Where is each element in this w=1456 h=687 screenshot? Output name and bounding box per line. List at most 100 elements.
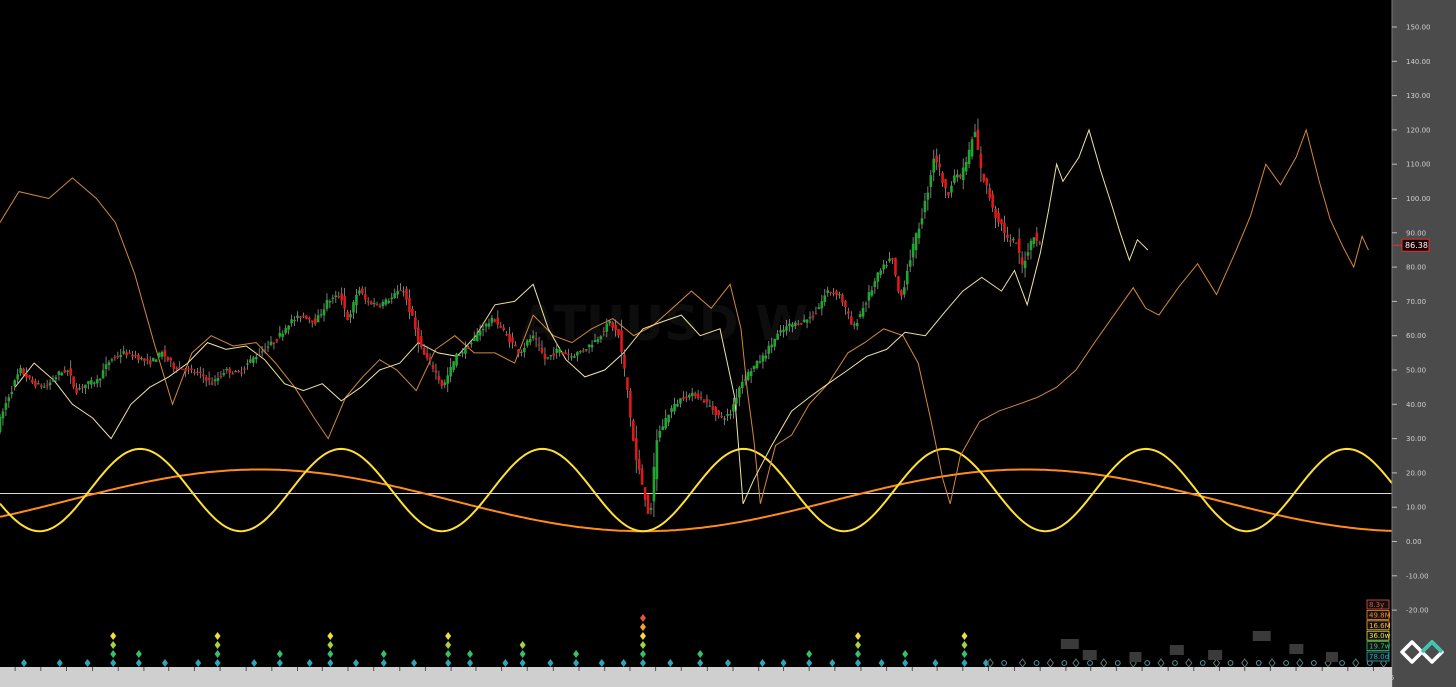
candle-body <box>90 380 93 385</box>
y-tick-label: -10.00 <box>1406 572 1429 580</box>
projection-circle <box>1339 660 1345 666</box>
candle-body <box>252 357 255 363</box>
candle-body <box>785 326 788 331</box>
trough-diamond <box>110 659 117 667</box>
projection-circle <box>1227 660 1234 666</box>
candle-body <box>319 314 323 316</box>
candle-body <box>832 292 835 294</box>
candle-body <box>48 382 52 386</box>
candle-body <box>555 348 559 353</box>
candle-body <box>393 293 397 299</box>
x-tick-label: Mar <box>1248 674 1261 682</box>
candle-body <box>528 339 532 343</box>
candle-body <box>134 355 137 357</box>
trough-diamond <box>327 632 334 640</box>
cycle-curve-1 <box>0 447 1393 533</box>
candle-body <box>384 299 388 305</box>
candle-body <box>57 371 61 375</box>
x-tick-label: Jul <box>837 674 847 682</box>
candle-body <box>440 380 444 387</box>
x-tick-label: Jul <box>68 674 78 682</box>
candle-body <box>166 356 170 361</box>
current-price-value: 86.38 <box>1405 241 1428 250</box>
projection-circle <box>1087 660 1093 666</box>
candle-body <box>608 320 612 324</box>
candle-body <box>802 319 806 322</box>
candle-body <box>988 188 992 198</box>
x-axis-panel[interactable] <box>0 667 1392 687</box>
candle-body <box>113 356 117 359</box>
candle-body <box>708 405 712 407</box>
candle-body <box>770 344 774 348</box>
candle-body <box>419 336 423 348</box>
candle-body <box>148 360 152 365</box>
candle-body <box>340 293 343 301</box>
candle-body <box>60 372 64 376</box>
candle-body <box>534 338 538 340</box>
candle-body <box>16 374 19 380</box>
candle-body <box>799 323 803 325</box>
trough-diamond <box>667 659 674 667</box>
candle-body <box>414 317 417 329</box>
x-tick-label: Jul <box>990 674 1000 682</box>
candle-body <box>254 356 258 360</box>
trough-diamond <box>84 659 91 667</box>
trough-diamond <box>724 659 731 667</box>
candle-body <box>490 317 494 323</box>
candle-body <box>78 388 81 390</box>
trough-diamond <box>327 641 334 649</box>
candle-body <box>193 371 196 374</box>
candle-body <box>796 323 800 326</box>
legend-swatch <box>1366 610 1390 620</box>
candle-body <box>75 387 78 394</box>
trough-diamond <box>780 659 787 667</box>
candle-body <box>281 333 285 337</box>
trough-diamond <box>639 632 646 640</box>
candle-body <box>269 341 273 345</box>
trough-diamond <box>445 650 452 658</box>
candle-body <box>87 381 90 384</box>
candle-body <box>0 416 2 433</box>
y-tick-label: 100.00 <box>1406 195 1431 203</box>
candle-body <box>154 359 158 362</box>
candle-body <box>499 325 503 328</box>
trough-diamond <box>445 641 452 649</box>
candle-body <box>508 333 511 343</box>
trough-markers <box>20 614 989 667</box>
candle-body <box>140 358 143 360</box>
candle-body <box>22 368 25 375</box>
candle-body <box>876 272 880 282</box>
x-tick-label: 2020 <box>608 674 626 682</box>
trough-diamond <box>467 650 474 658</box>
y-axis-panel[interactable] <box>1392 0 1456 687</box>
projection-range-box <box>1325 652 1338 662</box>
x-tick-label: May <box>659 674 673 682</box>
candle-body <box>39 385 43 387</box>
trough-diamond <box>214 650 221 658</box>
candle-body <box>358 290 361 294</box>
x-tick-label: Mar <box>325 674 338 682</box>
candle-body <box>867 292 871 301</box>
candle-body <box>458 355 461 357</box>
candle-body <box>502 327 505 330</box>
candle-body <box>676 404 679 407</box>
trough-diamond <box>961 632 968 640</box>
x-tick-label: Nov <box>736 674 750 682</box>
projection-circle <box>1061 660 1068 666</box>
trough-diamond <box>829 659 836 667</box>
candle-body <box>673 403 676 412</box>
x-tick-label: Nov <box>1197 674 1211 682</box>
candle-body <box>599 336 603 340</box>
candle-body <box>885 265 888 267</box>
candle-body <box>658 430 662 438</box>
legend-label: 78.0d <box>1369 653 1389 661</box>
x-tick-label: 2018 <box>301 674 319 682</box>
candle-body <box>72 376 75 388</box>
candle-body <box>543 353 547 360</box>
y-tick-label: 150.00 <box>1406 24 1431 32</box>
candle-body <box>761 355 765 362</box>
trough-diamond <box>467 659 474 667</box>
candle-body <box>437 375 441 381</box>
candle-body <box>808 317 812 319</box>
candle-body <box>51 380 55 382</box>
